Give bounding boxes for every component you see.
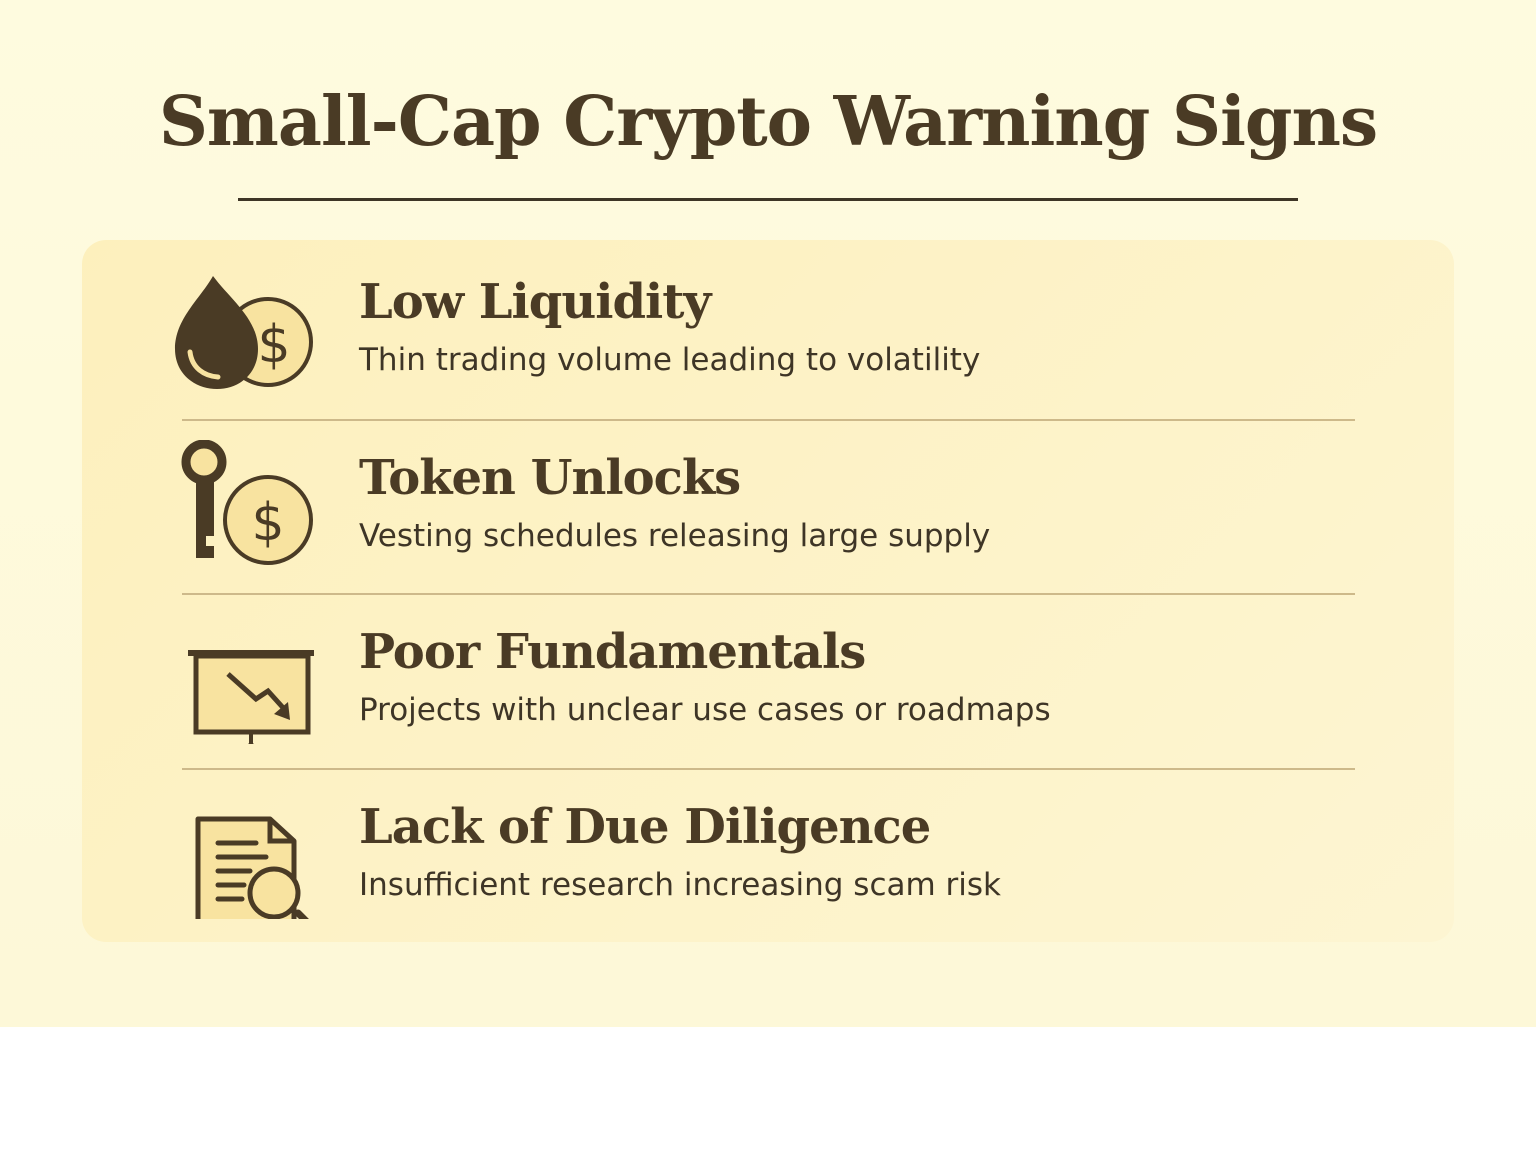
liquidity-drop-coin-icon: $ [175, 276, 313, 389]
item-title: Poor Fundamentals [359, 624, 866, 680]
item-description: Insufficient research increasing scam ri… [359, 867, 1001, 903]
list-item-poor-fundamentals: Poor Fundamentals Projects with unclear … [82, 590, 1454, 764]
key-coin-icon: $ [181, 440, 313, 565]
item-title: Lack of Due Diligence [359, 799, 931, 855]
svg-text:$: $ [257, 315, 290, 375]
document-search-icon [195, 816, 309, 919]
list-item-lack-of-due-diligence: Lack of Due Diligence Insufficient resea… [82, 765, 1454, 939]
divider [182, 593, 1355, 595]
item-title: Token Unlocks [359, 450, 741, 506]
page-title: Small-Cap Crypto Warning Signs [158, 82, 1378, 162]
item-description: Projects with unclear use cases or roadm… [359, 692, 1051, 728]
divider [182, 768, 1355, 770]
item-description: Thin trading volume leading to volatilit… [359, 342, 981, 378]
item-description: Vesting schedules releasing large supply [359, 518, 991, 554]
warning-signs-panel: $ Low Liquidity Thin trading volume lead… [82, 240, 1454, 942]
title-underline [238, 198, 1298, 201]
divider [182, 419, 1355, 421]
item-title: Low Liquidity [359, 274, 711, 330]
list-item-token-unlocks: $ Token Unlocks Vesting schedules releas… [82, 416, 1454, 590]
svg-text:$: $ [251, 493, 284, 553]
list-item-low-liquidity: $ Low Liquidity Thin trading volume lead… [82, 240, 1454, 414]
declining-chart-board-icon [188, 650, 314, 744]
